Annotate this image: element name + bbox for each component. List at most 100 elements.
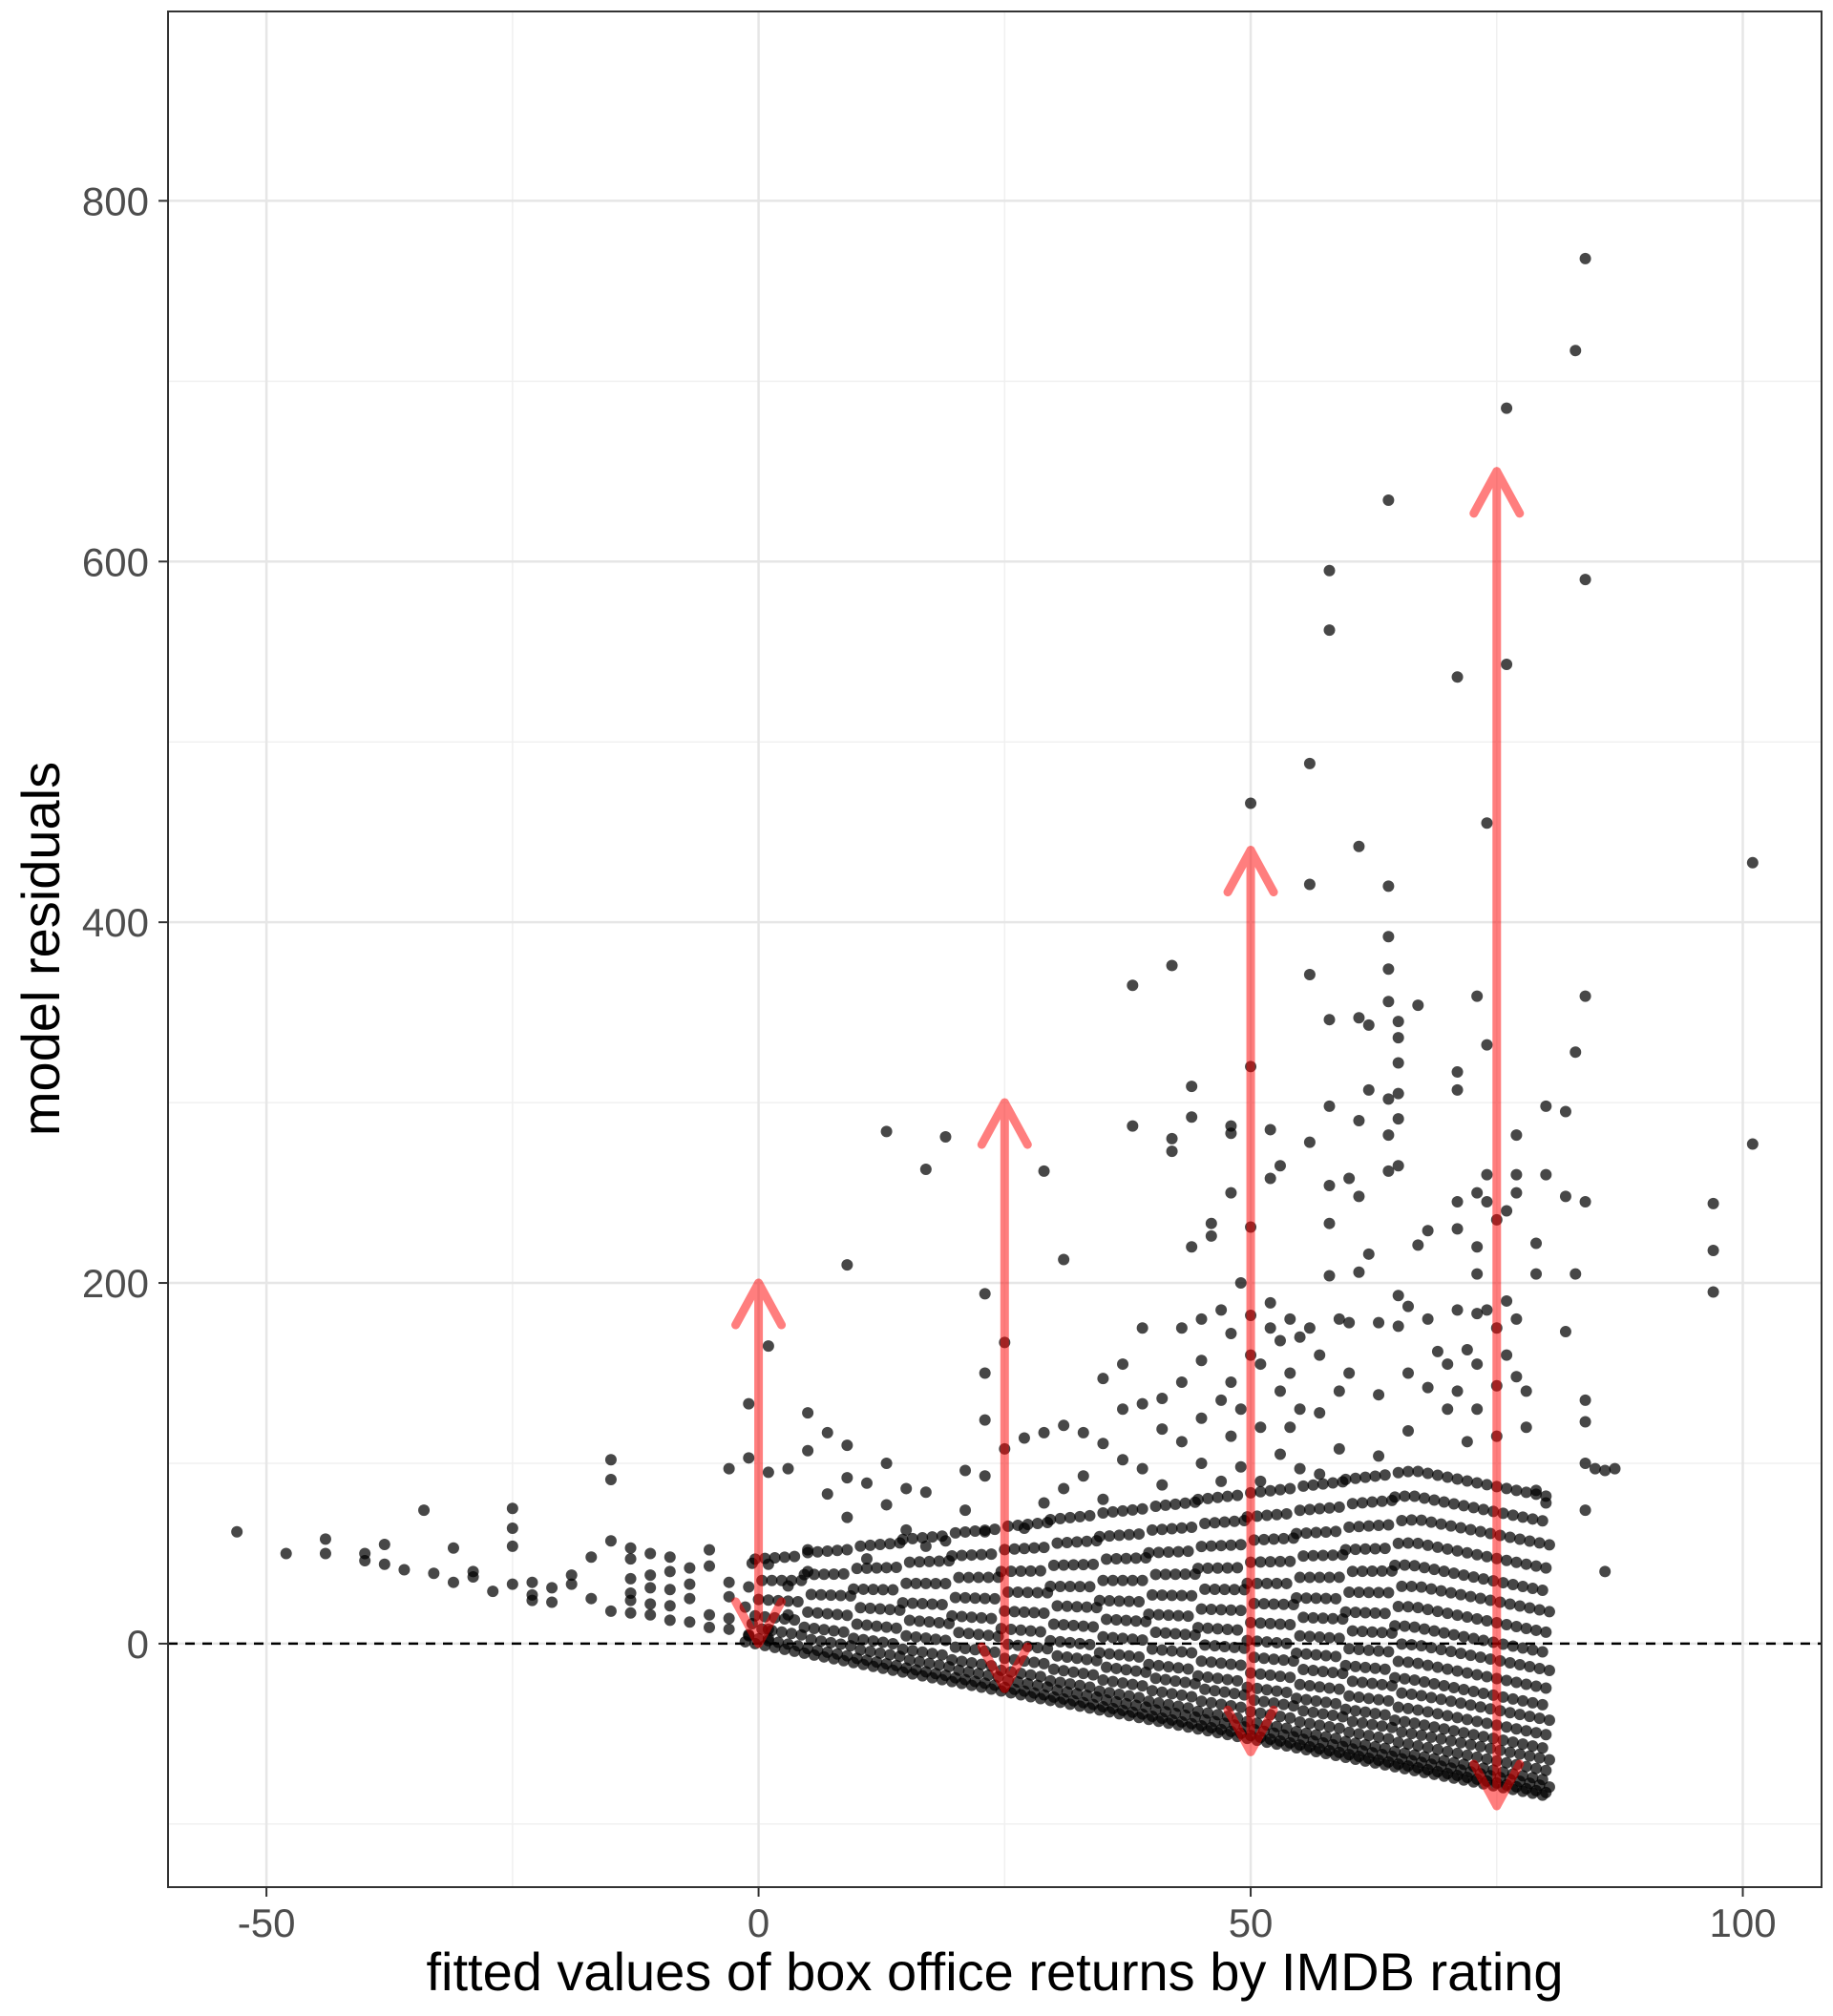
data-point (1425, 1691, 1438, 1704)
data-point (1346, 1498, 1359, 1510)
data-point (1382, 996, 1395, 1008)
data-point (1392, 1701, 1404, 1713)
data-point (828, 1568, 840, 1581)
data-point (900, 1482, 913, 1495)
data-point (1229, 1515, 1241, 1527)
data-point (1517, 1738, 1529, 1751)
data-point (1333, 1722, 1345, 1734)
data-point (1530, 1680, 1543, 1692)
data-point (1064, 1581, 1076, 1593)
data-point (1156, 1423, 1169, 1436)
data-point (1458, 1683, 1470, 1695)
data-point (1284, 1367, 1296, 1379)
data-point (467, 1571, 479, 1584)
data-point (1339, 1473, 1352, 1485)
data-point (985, 1612, 998, 1625)
data-point (956, 1549, 968, 1562)
data-point (841, 1259, 853, 1271)
data-point (1106, 1574, 1119, 1586)
data-point (1481, 1196, 1493, 1208)
data-point (989, 1523, 1001, 1536)
data-point (1136, 1502, 1148, 1515)
data-point (1464, 1699, 1477, 1712)
data-point (791, 1596, 804, 1608)
data-point (1471, 1477, 1484, 1489)
data-point (1346, 1625, 1359, 1637)
data-point (811, 1545, 824, 1558)
data-point (1506, 1692, 1519, 1705)
data-point (1209, 1517, 1221, 1529)
data-point (1205, 1217, 1217, 1229)
data-point (684, 1578, 696, 1590)
data-point (1435, 1693, 1447, 1706)
data-point (860, 1619, 873, 1631)
data-point (1333, 1571, 1345, 1584)
data-point (644, 1569, 657, 1582)
data-point (916, 1598, 929, 1610)
data-point (864, 1602, 876, 1614)
data-point (1169, 1628, 1182, 1640)
data-point (1229, 1584, 1241, 1596)
arrow-head-down (731, 1597, 787, 1648)
data-point (1481, 1304, 1493, 1316)
data-point (969, 1525, 981, 1538)
data-point (1038, 1426, 1050, 1438)
arrow-head-up (731, 1278, 787, 1330)
data-point (585, 1551, 598, 1564)
data-point (939, 1131, 952, 1143)
data-point (1464, 1590, 1477, 1603)
data-point (1232, 1489, 1244, 1502)
data-point (1209, 1640, 1221, 1652)
data-point (1362, 1248, 1375, 1260)
data-point (1425, 1516, 1438, 1528)
data-point (1455, 1736, 1467, 1749)
x-axis-title: fitted values of box office returns by I… (426, 1942, 1563, 2002)
data-point (1540, 1764, 1552, 1776)
data-point (1353, 1012, 1365, 1024)
data-point (1451, 1385, 1464, 1397)
data-point (604, 1535, 617, 1547)
data-point (1274, 1711, 1286, 1723)
data-point (1084, 1681, 1096, 1693)
data-point (1280, 1686, 1293, 1698)
data-point (1166, 1645, 1178, 1657)
data-point (1428, 1753, 1441, 1765)
data-point (1379, 1742, 1391, 1754)
data-point (1389, 1745, 1401, 1757)
data-point (1104, 1530, 1116, 1543)
data-point (1408, 1621, 1421, 1633)
data-point (1199, 1518, 1211, 1530)
data-point (1442, 1471, 1454, 1483)
data-point (1152, 1659, 1165, 1671)
data-point (900, 1577, 913, 1589)
data-point (1022, 1677, 1034, 1690)
data-point (1559, 1105, 1571, 1118)
data-point (1349, 1705, 1361, 1717)
data-point (1133, 1691, 1146, 1704)
data-point (1156, 1479, 1169, 1491)
data-point (1422, 1225, 1434, 1237)
data-point (1412, 1739, 1424, 1752)
data-point (1431, 1708, 1443, 1720)
data-point (1471, 1186, 1484, 1199)
data-point (1431, 1743, 1443, 1755)
data-point (1254, 1556, 1267, 1568)
data-point (1314, 1349, 1326, 1361)
data-point (1143, 1695, 1155, 1708)
data-point (1044, 1634, 1057, 1647)
data-point (1471, 1715, 1484, 1728)
data-point (1314, 1631, 1326, 1644)
data-point (1182, 1610, 1194, 1623)
data-point (1071, 1601, 1084, 1613)
data-point (1319, 1696, 1332, 1709)
data-point (1310, 1592, 1322, 1605)
data-point (1162, 1545, 1174, 1558)
data-point (884, 1648, 896, 1661)
data-point (1442, 1710, 1454, 1722)
data-point (1225, 1127, 1237, 1140)
data-point (1307, 1611, 1319, 1624)
data-point (1022, 1518, 1034, 1530)
data-point (1323, 1502, 1336, 1514)
data-point (1419, 1492, 1431, 1504)
data-point (723, 1462, 735, 1475)
